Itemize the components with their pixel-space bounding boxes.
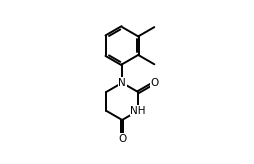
- Text: NH: NH: [131, 106, 146, 116]
- Text: O: O: [150, 78, 158, 88]
- Text: O: O: [118, 133, 126, 144]
- Text: N: N: [118, 78, 126, 88]
